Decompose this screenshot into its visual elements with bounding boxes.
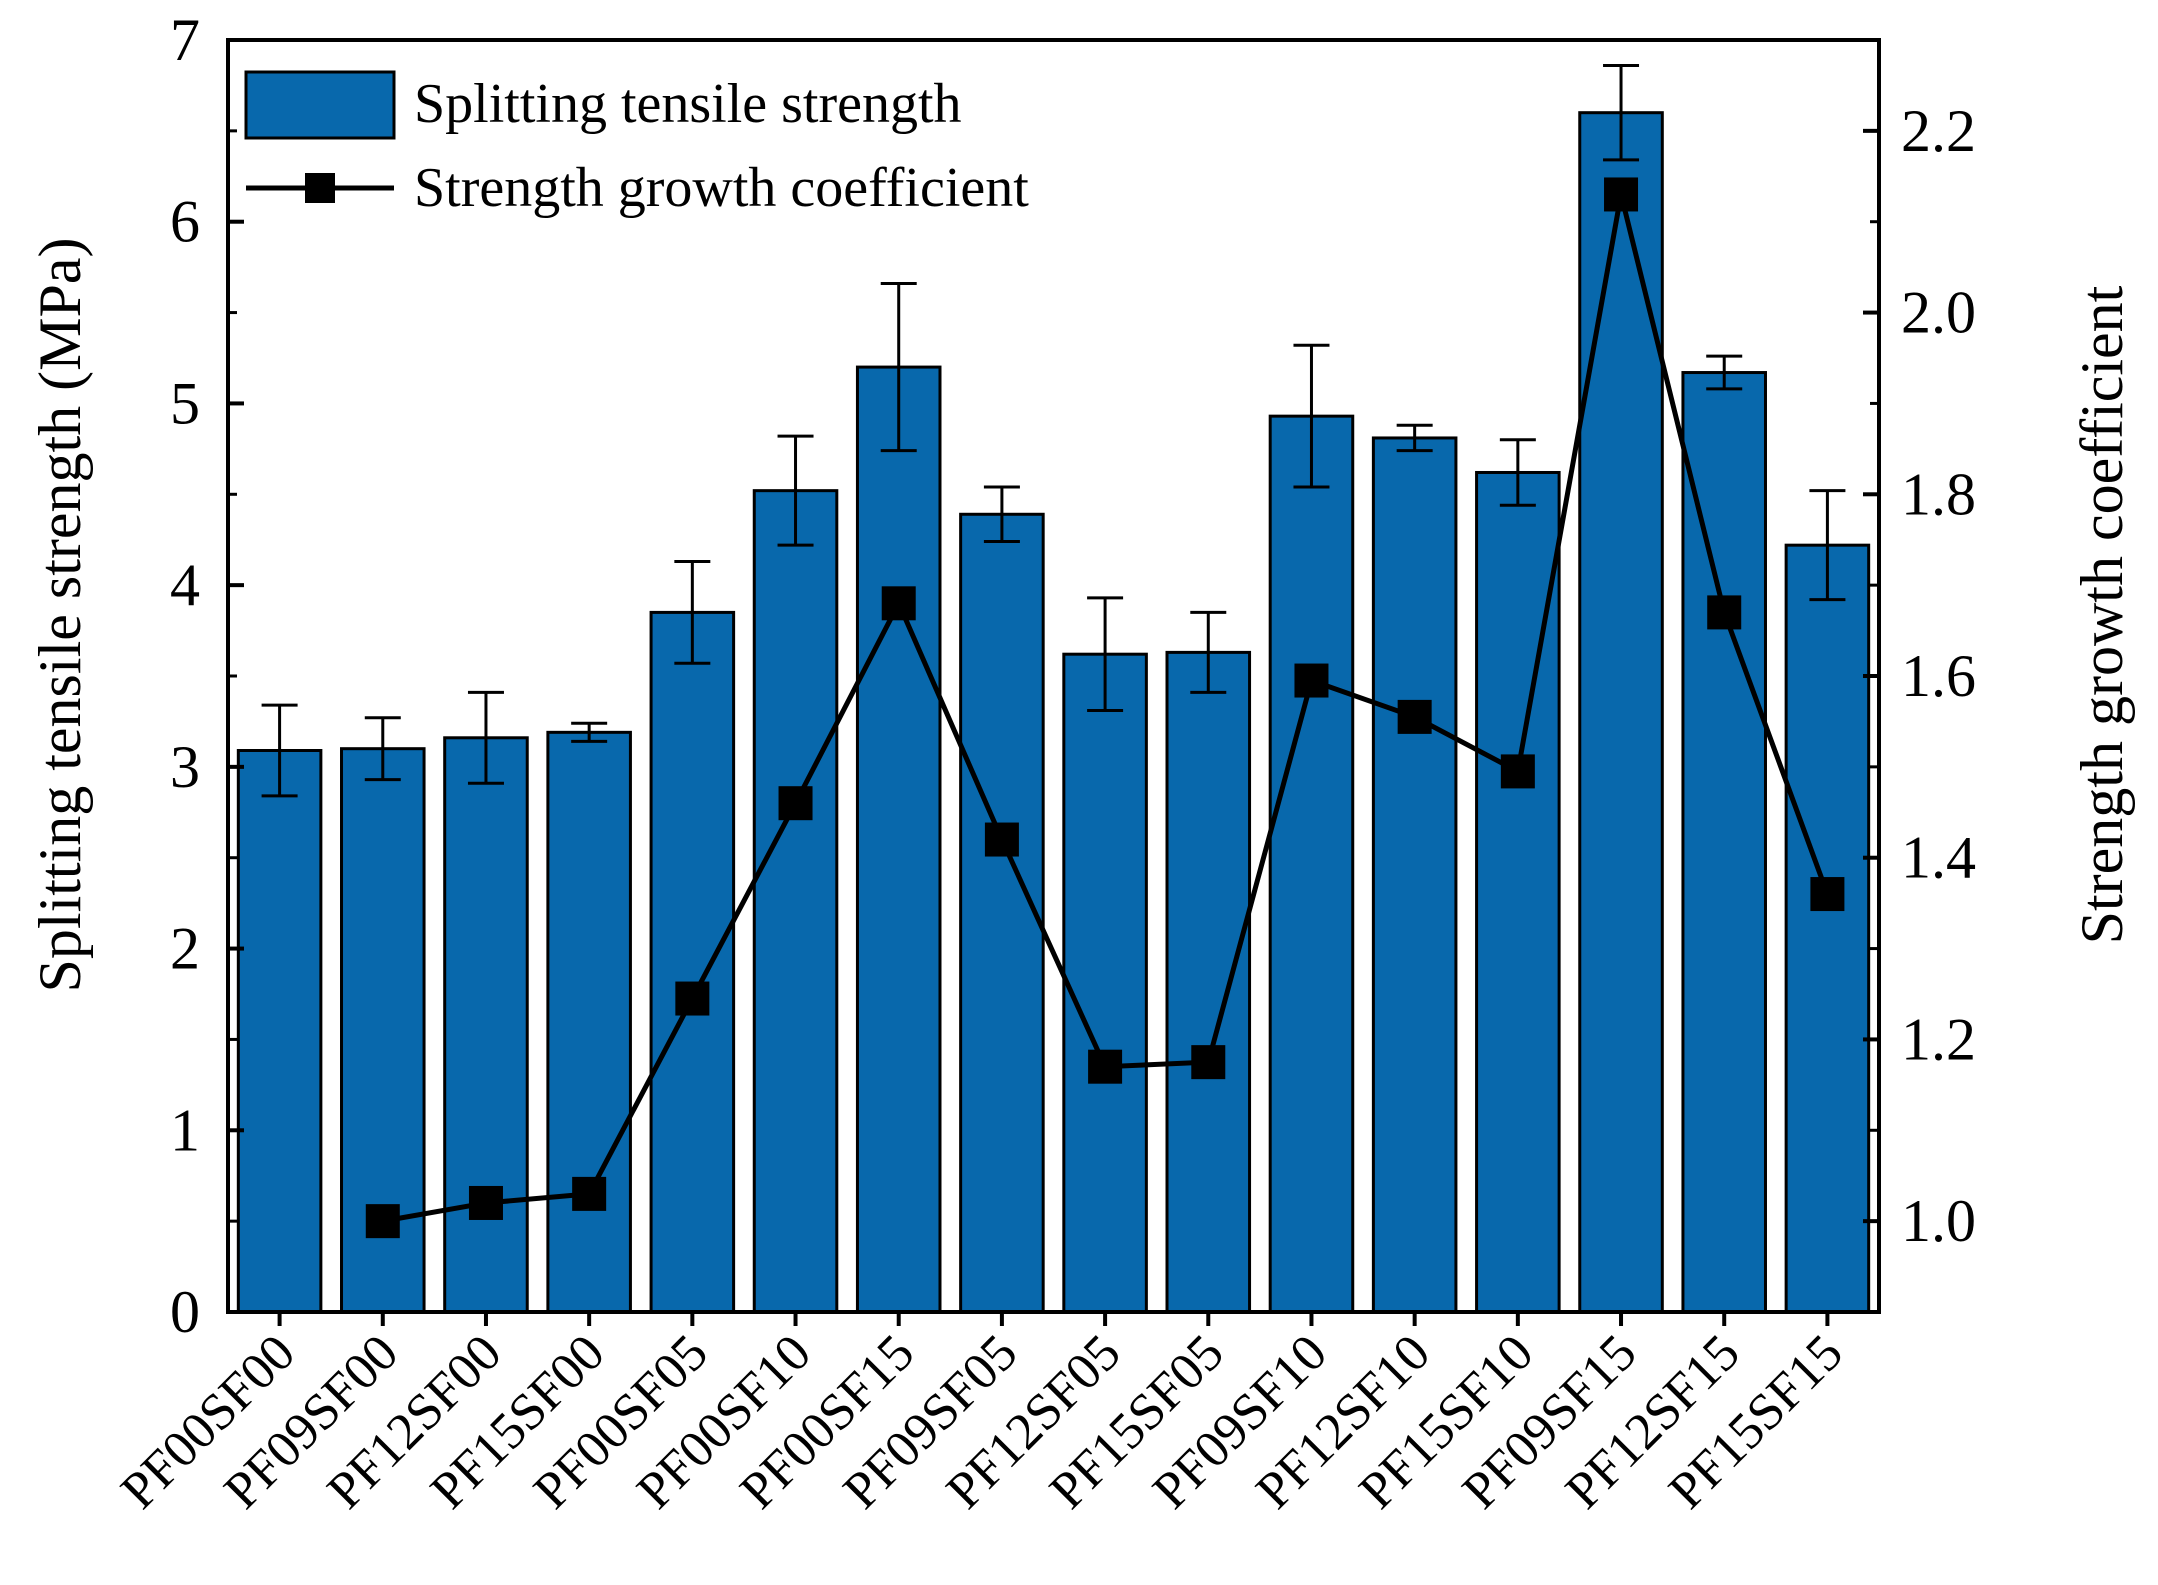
growth-marker-pf15sf00: [572, 1176, 607, 1211]
legend-bar-label: Splitting tensile strength: [414, 73, 962, 135]
bar-pf00sf00: [236, 749, 323, 1314]
y-tick-label: 2: [170, 916, 200, 982]
growth-line-layer: [365, 177, 1845, 1239]
error-bar-pf00sf15: [880, 281, 917, 453]
y-tick-label: 1: [170, 1097, 200, 1163]
legend: Splitting tensile strength Strength grow…: [244, 70, 1029, 219]
bar-pf15sf05: [1165, 650, 1252, 1314]
error-bar-pf15sf05: [1190, 610, 1227, 694]
y2-tick-label: 1.2: [1901, 1006, 1976, 1072]
y-tick-label: 7: [170, 7, 200, 73]
bar-pf15sf15: [1784, 543, 1871, 1314]
growth-marker-pf15sf05: [1191, 1045, 1226, 1080]
bar-pf00sf05: [649, 610, 736, 1314]
error-bar-pf15sf00: [571, 721, 608, 743]
y-tick-label: 4: [170, 552, 200, 618]
y-axis-title: Splitting tensile strength (MPa): [27, 238, 93, 993]
legend-line-marker: [305, 173, 335, 203]
y-tick-label: 5: [170, 370, 200, 436]
growth-marker-pf15sf15: [1810, 877, 1845, 912]
error-bar-pf12sf10: [1396, 423, 1433, 453]
error-bar-pf00sf00: [261, 703, 298, 798]
y2-tick-label: 1.6: [1901, 643, 1976, 709]
error-bar-pf15sf10: [1499, 438, 1536, 507]
bar-pf00sf10: [752, 489, 839, 1314]
growth-marker-pf09sf15: [1604, 177, 1639, 212]
growth-marker-pf12sf05: [1088, 1049, 1123, 1084]
y-tick-label: 6: [170, 189, 200, 255]
y2-tick-label: 2.0: [1901, 280, 1976, 346]
growth-marker-pf00sf15: [881, 586, 916, 621]
error-bar-pf15sf15: [1809, 489, 1846, 602]
error-bar-pf12sf05: [1087, 596, 1124, 713]
growth-marker-pf09sf00: [365, 1204, 400, 1239]
growth-marker-pf09sf10: [1294, 663, 1329, 698]
growth-marker-pf12sf10: [1397, 699, 1432, 734]
error-bar-pf09sf15: [1603, 63, 1640, 162]
y2-tick-label: 2.2: [1901, 98, 1976, 164]
bar-pf00sf15: [855, 365, 942, 1314]
legend-line-label: Strength growth coefficient: [414, 157, 1029, 219]
growth-marker-pf15sf10: [1500, 754, 1535, 789]
bar-pf12sf00: [443, 736, 529, 1314]
error-bar-pf09sf10: [1293, 343, 1330, 489]
growth-marker-pf00sf05: [675, 981, 710, 1016]
error-bar-pf09sf05: [983, 485, 1020, 544]
error-bar-pf00sf05: [674, 560, 711, 665]
error-bars-layer: [261, 63, 1846, 798]
bar-pf12sf10: [1371, 436, 1458, 1314]
growth-marker-pf12sf00: [468, 1185, 503, 1220]
error-bar-pf12sf00: [467, 690, 504, 785]
legend-bar-swatch: [244, 70, 396, 140]
y2-tick-label: 1.8: [1901, 461, 1976, 527]
error-bar-pf00sf10: [777, 434, 814, 547]
growth-marker-pf09sf05: [984, 822, 1019, 857]
bar-pf12sf05: [1062, 652, 1148, 1314]
bar-pf15sf00: [546, 730, 632, 1314]
error-bar-pf12sf15: [1706, 354, 1743, 391]
y2-tick-label: 1.4: [1901, 825, 1976, 891]
bar-pf12sf15: [1681, 371, 1767, 1314]
error-bar-pf09sf00: [364, 716, 401, 782]
y-tick-label: 3: [170, 734, 200, 800]
growth-marker-pf00sf10: [778, 786, 813, 821]
bar-pf09sf15: [1578, 111, 1664, 1314]
bar-pf09sf05: [959, 512, 1045, 1314]
y2-axis-title: Strength growth coefficient: [2069, 285, 2135, 944]
bars-layer: [236, 111, 1871, 1314]
y2-tick-label: 1.0: [1901, 1188, 1976, 1254]
bar-pf09sf10: [1268, 414, 1355, 1314]
y-tick-label: 0: [170, 1279, 200, 1345]
growth-marker-pf12sf15: [1707, 595, 1742, 630]
